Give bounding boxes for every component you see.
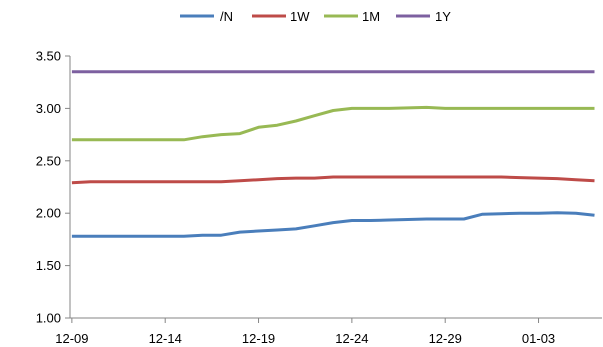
x-tick-label: 01-03 xyxy=(522,331,555,346)
y-tick-label: 3.00 xyxy=(36,101,61,116)
x-tick-label: 12-29 xyxy=(429,331,462,346)
legend-label: 1M xyxy=(362,9,380,24)
legend: /N 1W 1M 1Y xyxy=(180,9,451,24)
series-line-2 xyxy=(71,105,595,142)
y-tick-label: 2.50 xyxy=(36,153,61,168)
legend-label: /N xyxy=(220,9,233,24)
y-tick-label: 1.50 xyxy=(36,258,61,273)
x-tick-label: 12-14 xyxy=(149,331,182,346)
x-tick-label: 12-09 xyxy=(55,331,88,346)
y-tick-label: 1.00 xyxy=(36,311,61,326)
plot-area xyxy=(71,70,595,238)
legend-label: 1Y xyxy=(435,9,451,24)
x-tick-label: 12-19 xyxy=(242,331,275,346)
axes: 1.00 1.50 2.00 2.50 3.00 3.50 12-09 12-14 12-19 1… xyxy=(36,49,602,346)
x-tick-label: 12-24 xyxy=(335,331,368,346)
series-line-1 xyxy=(71,175,595,185)
y-tick-label: 3.50 xyxy=(36,49,61,64)
y-tick-label: 2.00 xyxy=(36,206,61,221)
series-line-0 xyxy=(71,211,595,238)
legend-label: 1W xyxy=(290,9,310,24)
